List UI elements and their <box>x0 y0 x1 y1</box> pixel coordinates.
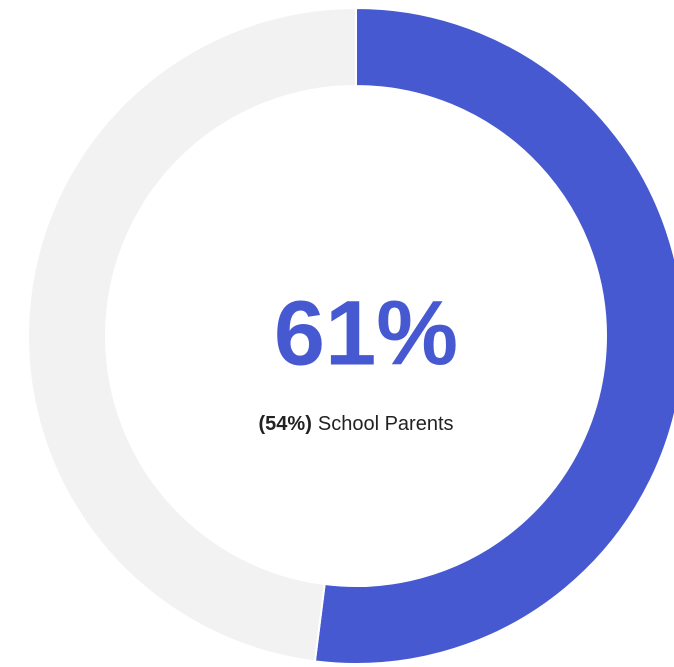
donut-segment <box>313 6 674 665</box>
donut <box>27 6 674 665</box>
comparison-text: School Parents <box>318 413 454 435</box>
donut-segment <box>27 6 357 663</box>
comparison: (54%) School Parents <box>259 413 454 435</box>
comparison-value: (54%) <box>259 413 312 435</box>
center-value: 61% <box>274 282 458 384</box>
